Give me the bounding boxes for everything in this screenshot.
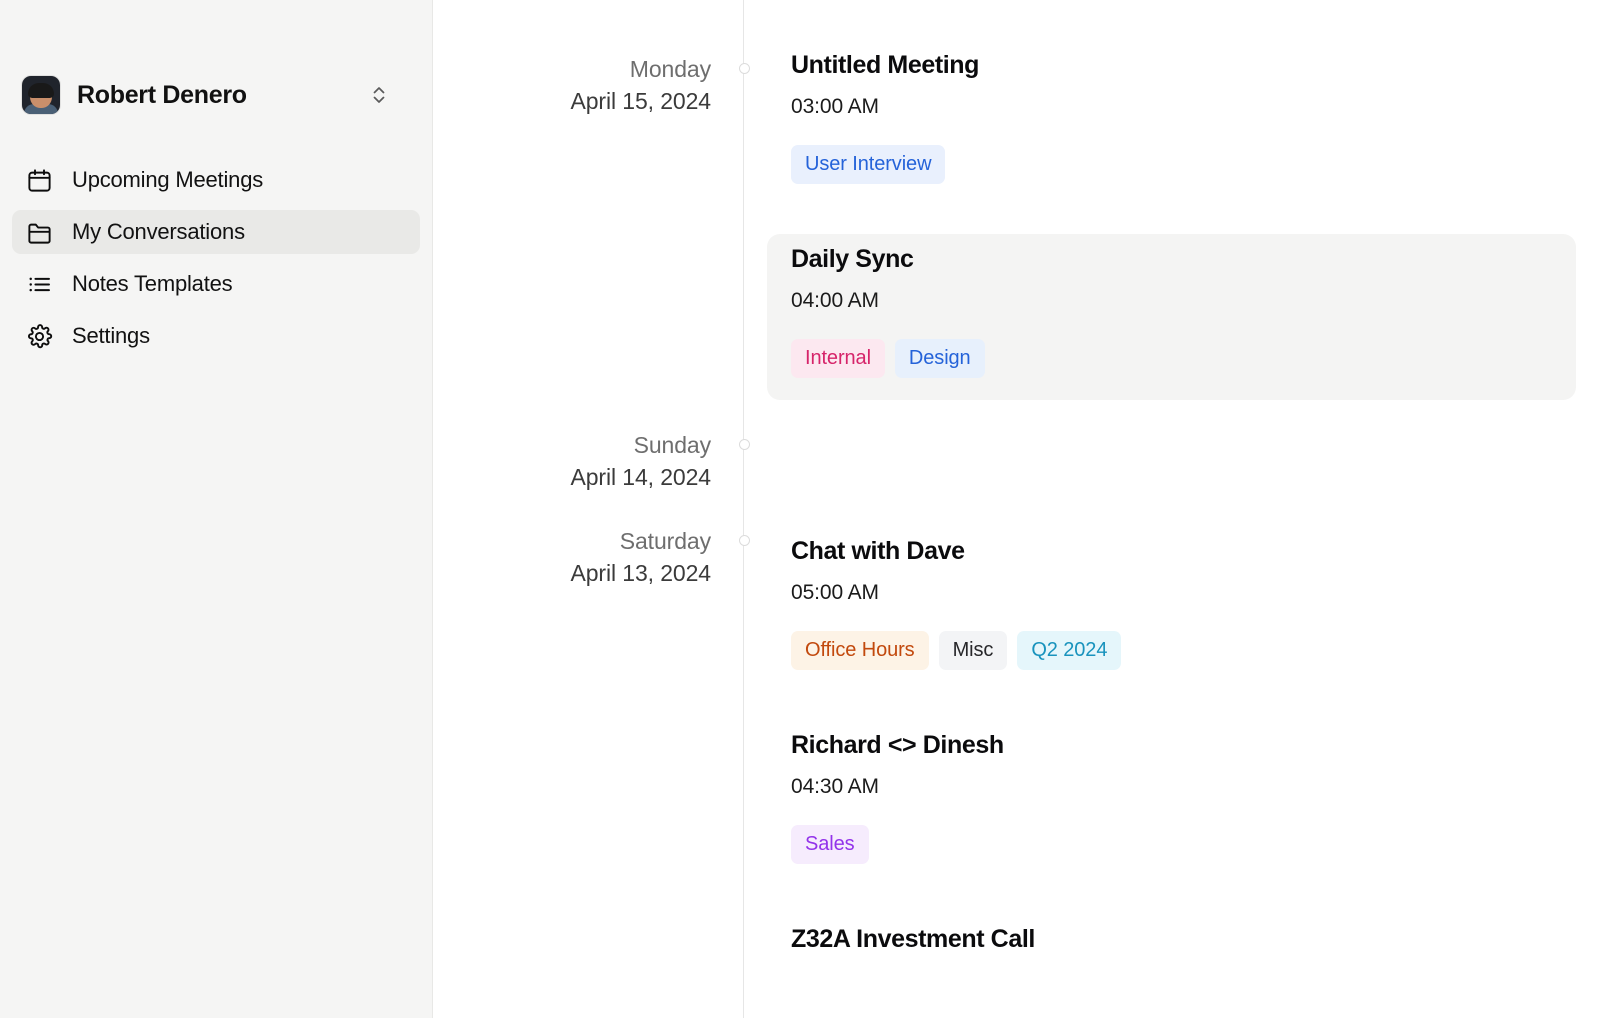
meeting-card[interactable]: Z32A Investment Call: [767, 914, 1576, 978]
meeting-tag[interactable]: Misc: [938, 631, 1008, 670]
timeline-meetings: Untitled Meeting 03:00 AM User Interview Da…: [744, 51, 1600, 400]
meeting-tag[interactable]: Office Hours: [791, 631, 929, 670]
meeting-title: Untitled Meeting: [791, 51, 980, 79]
meeting-title: Richard <> Dinesh: [791, 731, 1004, 759]
sidebar-item-label: Settings: [72, 323, 150, 348]
timeline-date: Monday April 15, 2024: [433, 54, 750, 118]
meeting-tag[interactable]: Q2 2024: [1017, 631, 1122, 670]
meeting-tags: Office Hours Misc Q2 2024: [791, 631, 1552, 670]
conversations-timeline: Monday April 15, 2024 Untitled Meeting 03:0…: [433, 0, 1600, 1018]
sidebar-item-settings[interactable]: Settings: [12, 314, 420, 358]
meeting-card[interactable]: Untitled Meeting 03:00 AM User Interview: [767, 40, 1576, 206]
meeting-tags: Sales: [791, 825, 1552, 864]
timeline-day-date: April 14, 2024: [570, 464, 711, 490]
meeting-tags: User Interview: [791, 145, 1552, 184]
timeline-day-row: Monday April 15, 2024 Untitled Meeting 03:0…: [433, 51, 1600, 400]
meeting-card[interactable]: Richard <> Dinesh 04:30 AM Sales: [767, 720, 1576, 886]
timeline-day-date: April 15, 2024: [570, 88, 711, 114]
meeting-time: 05:00 AM: [791, 581, 879, 604]
folder-icon: [25, 218, 53, 246]
meeting-time: 03:00 AM: [791, 95, 879, 118]
timeline-day-row: Sunday April 14, 2024: [433, 430, 1600, 494]
calendar-icon: [25, 166, 53, 194]
list-icon: [25, 270, 53, 298]
sidebar-item-notes-templates[interactable]: Notes Templates: [12, 262, 420, 306]
profile-name: Robert Denero: [77, 80, 247, 109]
sidebar-item-my-conversations[interactable]: My Conversations: [12, 210, 420, 254]
timeline-day-name: Monday: [629, 56, 711, 82]
sidebar-item-label: Notes Templates: [72, 271, 233, 296]
timeline-vertical-line: [743, 0, 744, 1018]
meeting-tag[interactable]: User Interview: [791, 145, 946, 184]
timeline-date: Sunday April 14, 2024: [433, 430, 750, 494]
meeting-card[interactable]: Daily Sync 04:00 AM Internal Design: [767, 234, 1576, 400]
meeting-card[interactable]: Chat with Dave 05:00 AM Office Hours Misc Q2…: [767, 526, 1576, 692]
timeline-date: Saturday April 13, 2024: [433, 526, 750, 590]
timeline-rows: Monday April 15, 2024 Untitled Meeting 03:0…: [433, 51, 1600, 978]
profile-switcher[interactable]: Robert Denero: [20, 72, 412, 118]
timeline-day-date: April 13, 2024: [570, 560, 711, 586]
chevron-up-down-icon[interactable]: [370, 82, 388, 108]
meeting-tags: Internal Design: [791, 339, 1552, 378]
meeting-title: Chat with Dave: [791, 537, 965, 565]
timeline-day-name: Saturday: [619, 528, 711, 554]
sidebar-item-label: My Conversations: [72, 219, 245, 244]
meeting-title: Daily Sync: [791, 245, 914, 273]
meeting-tag[interactable]: Design: [894, 339, 985, 378]
sidebar-item-label: Upcoming Meetings: [72, 167, 264, 192]
timeline-dot-icon: [738, 439, 750, 450]
timeline-dot-icon: [738, 63, 750, 74]
timeline-dot-icon: [738, 535, 750, 546]
gear-icon: [25, 322, 53, 350]
timeline-day-name: Sunday: [633, 432, 712, 458]
meeting-time: 04:00 AM: [791, 289, 879, 312]
sidebar-item-upcoming-meetings[interactable]: Upcoming Meetings: [12, 158, 420, 202]
avatar: [22, 76, 60, 114]
meeting-time: 04:30 AM: [791, 775, 879, 798]
sidebar-nav: Upcoming Meetings My Conversations: [0, 158, 432, 358]
timeline-day-row: Saturday April 13, 2024 Chat with Dave 05:0…: [433, 526, 1600, 978]
meeting-tag[interactable]: Sales: [791, 825, 869, 864]
timeline-meetings: Chat with Dave 05:00 AM Office Hours Misc Q2…: [744, 526, 1600, 978]
meeting-tag[interactable]: Internal: [791, 339, 885, 378]
meeting-title: Z32A Investment Call: [791, 925, 1035, 953]
sidebar: Robert Denero Upcoming Meet: [0, 0, 433, 1018]
